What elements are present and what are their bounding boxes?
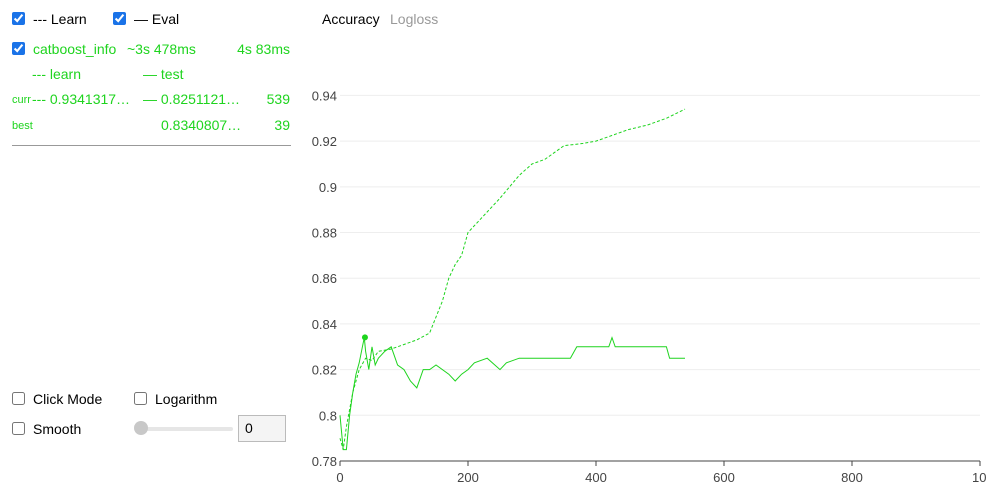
best-test-value: 0.8340807… [161,117,242,133]
x-tick-label: 0 [336,470,343,485]
curr-row-label: curr [12,94,31,106]
x-tick-label: 400 [585,470,607,485]
run-name: catboost_info [33,41,117,57]
best-row-label: best [12,120,33,132]
y-tick-label: 0.92 [312,134,337,149]
logarithm-checkbox[interactable] [134,392,147,405]
click-mode-label: Click Mode [33,391,103,407]
x-tick-label: 10 [972,470,986,485]
tab-accuracy[interactable]: Accuracy [322,11,380,27]
divider [12,145,291,146]
y-tick-label: 0.82 [312,363,337,378]
y-tick-label: 0.86 [312,271,337,286]
curr-iteration: 539 [266,91,290,107]
y-tick-label: 0.9 [319,180,337,195]
smooth-slider-track[interactable] [135,427,233,431]
best-point-marker [361,334,368,341]
learn-legend-label: --- Learn [33,11,87,27]
eval-checkbox[interactable] [113,12,126,25]
x-tick-label: 200 [457,470,479,485]
curr-test-value: — 0.8251121… [143,91,241,107]
eval-legend-label: — Eval [134,11,180,27]
test-series-line [339,336,685,451]
learn-column-header: --- learn [32,66,82,82]
logarithm-label: Logarithm [155,391,218,407]
run-total-time: 4s 83ms [237,41,290,57]
run-elapsed-time: ~3s 478ms [127,41,196,57]
click-mode-checkbox[interactable] [12,392,25,405]
smooth-checkbox[interactable] [12,422,25,435]
x-tick-label: 600 [713,470,735,485]
learn-series-line [339,108,686,450]
run-checkbox[interactable] [12,42,25,55]
smooth-label: Smooth [33,421,82,437]
test-column-header: — test [143,66,184,82]
curr-learn-value: --- 0.9341317… [32,91,131,107]
best-iteration: 39 [274,117,290,133]
smooth-value-input[interactable]: 0 [238,415,286,442]
smooth-slider-handle[interactable] [134,421,148,435]
y-tick-label: 0.8 [319,408,337,423]
x-tick-label: 800 [841,470,863,485]
y-tick-label: 0.94 [312,88,337,103]
y-tick-label: 0.84 [312,317,337,332]
y-tick-label: 0.88 [312,226,337,241]
learn-checkbox[interactable] [12,12,25,25]
tab-logloss[interactable]: Logloss [390,11,439,27]
y-tick-label: 0.78 [312,454,337,469]
